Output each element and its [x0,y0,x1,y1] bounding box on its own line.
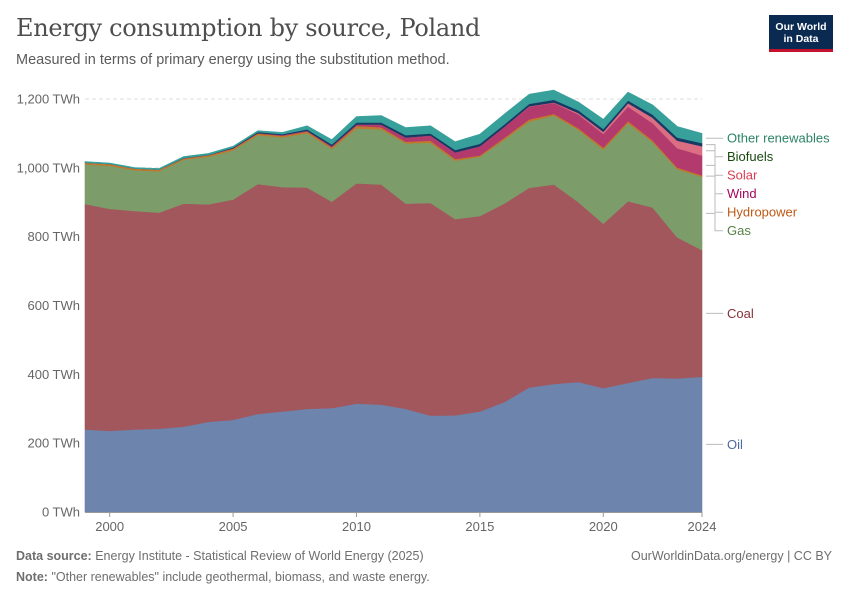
y-tick-label: 0 TWh [42,505,80,520]
area-other-renewables [84,89,703,170]
legend-label-other-renewables: Other renewables [727,131,830,146]
data-source-line: Data source: Energy Institute - Statisti… [16,549,424,563]
y-tick-label: 400 TWh [27,367,80,382]
legend-connector [706,175,723,213]
owid-logo[interactable]: Our World in Data [769,15,833,52]
y-tick-label: 200 TWh [27,436,80,451]
legend-connector [706,212,723,232]
x-tick-label: 2024 [688,519,717,534]
data-source-text[interactable]: Energy Institute - Statistical Review of… [95,549,424,563]
y-tick-label: 800 TWh [27,229,80,244]
legend-label-coal: Coal [727,306,754,321]
chart-subtitle: Measured in terms of primary energy usin… [16,52,450,68]
chart-title: Energy consumption by source, Poland [16,14,481,42]
logo-line-1: Our World [775,21,827,33]
area-series [84,89,703,513]
legend-label-gas: Gas [727,223,751,238]
footer-link[interactable]: OurWorldinData.org/energy | CC BY [630,549,832,563]
legend-label-oil: Oil [727,437,743,452]
x-tick-label: 2005 [219,519,248,534]
legend-connector [706,150,723,176]
x-axis: 2000 2005 2010 2015 2020 2024 [85,512,716,534]
legend-label-wind: Wind [727,186,757,201]
note-label: Note: [16,570,48,584]
legend-label-hydropower: Hydropower [727,205,798,220]
x-tick-label: 2000 [95,519,124,534]
x-tick-label: 2010 [342,519,371,534]
data-source-label: Data source: [16,549,92,563]
legend: Other renewables Biofuels Solar Wind Hydropo… [706,131,830,452]
y-tick-label: 1,200 TWh [17,92,80,107]
logo-line-2: in Data [783,33,819,45]
y-tick-label: 1,000 TWh [17,160,80,175]
x-tick-label: 2015 [465,519,494,534]
legend-label-solar: Solar [727,168,758,183]
y-axis: 0 TWh 200 TWh 400 TWh 600 TWh 800 TWh 1,000 T… [17,92,80,520]
note-line: Note: "Other renewables" include geother… [16,570,430,584]
y-tick-label: 600 TWh [27,298,80,313]
legend-label-biofuels: Biofuels [727,149,774,164]
x-tick-label: 2020 [589,519,618,534]
note-text: "Other renewables" include geothermal, b… [51,570,430,584]
